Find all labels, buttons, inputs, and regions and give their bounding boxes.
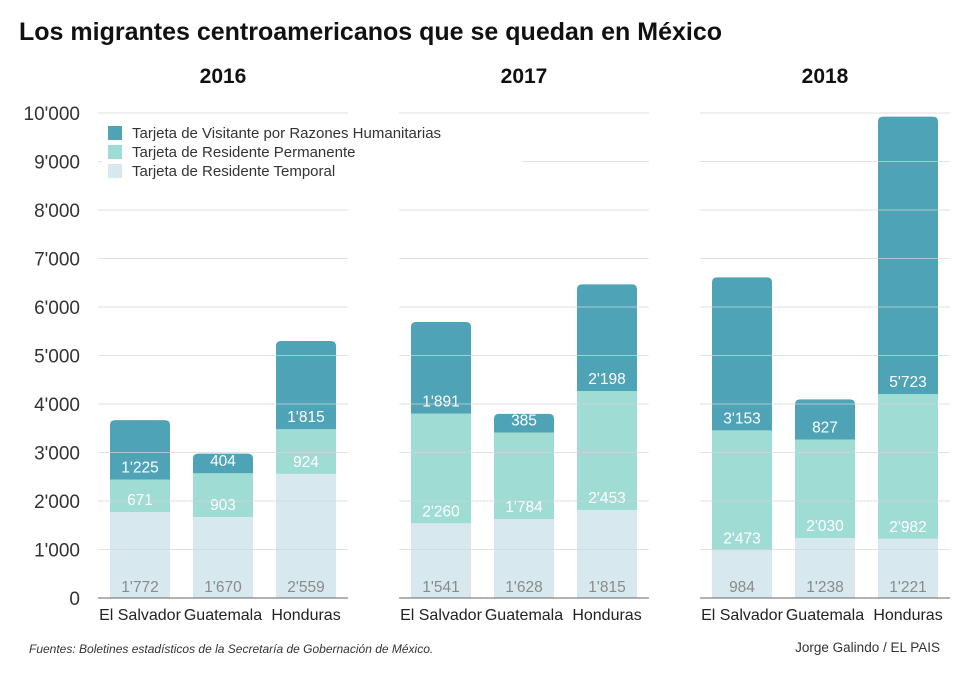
y-tick-label: 5'000 [34,347,80,368]
x-tick-label: El Salvador [99,607,181,624]
data-label: 2'030 [806,518,844,535]
bar-segment [193,453,253,474]
bar-segment [411,321,471,414]
data-label: 3'153 [723,410,760,427]
legend-background [102,120,522,182]
x-tick-label: Honduras [572,607,641,624]
bar-segment [110,420,170,480]
data-label: 404 [210,453,236,470]
y-tick-label: 10'000 [24,104,80,125]
bar-segment [276,429,336,474]
x-tick-label: Guatemala [485,607,563,624]
data-label: 924 [293,454,319,471]
legend-label: Tarjeta de Residente Permanente [132,144,355,161]
x-tick-label: Guatemala [786,607,864,624]
x-tick-label: Guatemala [184,607,262,624]
bar-segment [795,399,855,440]
bar-segment [411,523,471,598]
credit: Jorge Galindo / EL PAIS [795,640,940,655]
bar-segment [795,439,855,538]
data-label: 1'891 [422,394,459,411]
legend-swatch [108,145,122,159]
bar-segment [110,479,170,513]
bar-segment [712,430,772,551]
chart-title: Los migrantes centroamericanos que se qu… [19,18,722,46]
y-tick-label: 1'000 [34,541,80,562]
data-label: 1'541 [422,579,459,596]
bar-segment [276,341,336,430]
bar-segment [577,284,637,392]
bar-segment [193,517,253,598]
bar-segment [110,512,170,598]
y-tick-label: 0 [69,589,80,610]
data-label: 903 [210,497,236,514]
data-label: 2'260 [422,503,460,520]
data-label: 1'815 [287,409,324,426]
x-tick-label: El Salvador [701,607,783,624]
data-label: 2'453 [588,490,625,507]
panel-title: 2017 [501,65,548,88]
data-label: 2'198 [588,371,625,388]
data-label: 385 [511,413,537,430]
data-label: 2'559 [287,579,324,596]
data-label: 1'628 [505,579,542,596]
y-tick-label: 2'000 [34,492,80,513]
bar-segment [276,473,336,598]
bar-segment [494,519,554,598]
data-label: 2'473 [723,530,760,547]
x-tick-label: Honduras [271,607,340,624]
x-tick-label: Honduras [873,607,942,624]
bar-segment [878,116,938,395]
data-label: 1'238 [806,579,843,596]
bar-segment [577,391,637,510]
panel-title: 2016 [200,65,247,88]
bar-segment [712,277,772,431]
legend-swatch [108,164,122,178]
y-tick-label: 9'000 [34,153,80,174]
data-label: 1'815 [588,579,625,596]
bar-segment [878,394,938,539]
data-label: 1'772 [121,579,158,596]
data-label: 1'221 [889,579,926,596]
y-tick-label: 4'000 [34,395,80,416]
y-tick-label: 8'000 [34,201,80,222]
bar-segment [193,473,253,518]
data-label: 827 [812,420,838,437]
bar-segment [878,538,938,598]
bar-segment [577,509,637,598]
legend-label: Tarjeta de Visitante por Razones Humanit… [132,125,441,142]
bar-segment [494,432,554,520]
bar-segment [411,413,471,524]
y-tick-label: 7'000 [34,250,80,271]
data-label: 5'723 [889,374,926,391]
bar-segment [795,537,855,598]
source-note: Fuentes: Boletines estadísticos de la Se… [29,642,434,656]
legend-swatch [108,126,122,140]
y-tick-label: 6'000 [34,298,80,319]
data-label: 2'982 [889,519,926,536]
data-label: 1'225 [121,460,158,477]
panel-title: 2018 [802,65,849,88]
data-label: 1'784 [505,499,543,516]
y-tick-label: 3'000 [34,444,80,465]
bar-segment [712,550,772,598]
legend-label: Tarjeta de Residente Temporal [132,163,335,180]
x-tick-label: El Salvador [400,607,482,624]
bar-segment [494,413,554,433]
data-label: 984 [729,579,755,596]
data-label: 1'670 [204,579,242,596]
